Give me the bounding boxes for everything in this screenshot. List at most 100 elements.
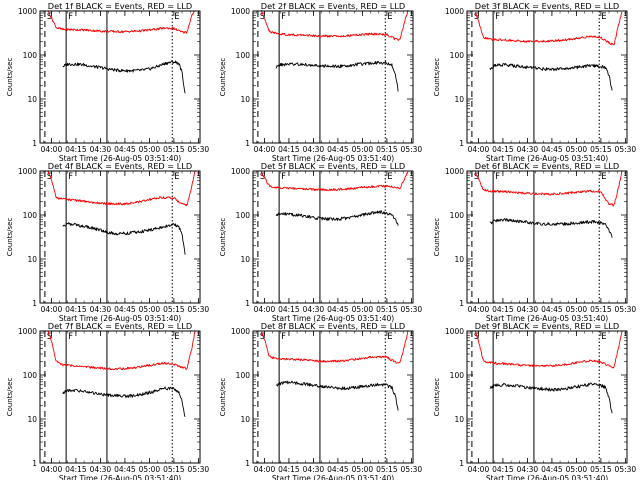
x-tick-label: 04:30 — [517, 145, 539, 154]
time-marker-label: E — [601, 12, 606, 22]
time-marker-label: F — [68, 172, 73, 182]
y-tick-label: 1 — [459, 299, 464, 308]
x-tick-label: 05:15 — [376, 305, 398, 314]
y-tick-label: 1000 — [445, 327, 464, 336]
y-tick-label: 1 — [32, 459, 37, 468]
chart-title: Det 9f BLACK = Events, RED = LLD — [475, 321, 619, 331]
x-tick-label: 05:30 — [615, 465, 637, 474]
x-tick-label: 04:15 — [492, 305, 514, 314]
chart-panel-9: Det 9f BLACK = Events, RED = LLD Counts/s… — [433, 321, 636, 480]
y-tick-label: 1000 — [18, 7, 37, 16]
y-tick-label: 100 — [450, 371, 465, 380]
y-tick-label: 10 — [240, 255, 250, 264]
x-tick-label: 05:15 — [376, 465, 398, 474]
y-axis-label: Counts/sec — [6, 378, 14, 417]
y-tick-label: 1000 — [231, 7, 250, 16]
x-tick-label: 04:45 — [327, 465, 349, 474]
time-marker-label: E — [387, 332, 392, 342]
x-tick-label: 04:15 — [65, 305, 87, 314]
y-axis-label: Counts/sec — [219, 58, 227, 97]
x-tick-label: 04:15 — [492, 465, 514, 474]
chart-panel-3: Det 3f BLACK = Events, RED = LLD Counts/s… — [433, 1, 636, 163]
time-marker-label: S — [47, 172, 52, 182]
time-marker-label: S — [260, 12, 265, 22]
y-tick-label: 100 — [236, 51, 251, 60]
plot-frame — [466, 330, 628, 464]
x-tick-label: 04:00 — [254, 465, 276, 474]
time-marker-label: F — [281, 332, 286, 342]
y-tick-label: 10 — [454, 255, 464, 264]
plot-frame — [39, 330, 201, 464]
y-tick-label: 1 — [459, 459, 464, 468]
chart-title: Det 8f BLACK = Events, RED = LLD — [261, 321, 405, 331]
events-series-line — [489, 63, 613, 91]
x-tick-label: 05:30 — [188, 465, 210, 474]
x-tick-label: 04:15 — [65, 465, 87, 474]
x-tick-label: 05:30 — [188, 145, 210, 154]
x-axis-label: Start Time (26-Aug-05 03:51:40) — [486, 154, 608, 163]
x-tick-label: 05:15 — [590, 465, 612, 474]
x-axis-label: Start Time (26-Aug-05 03:51:40) — [59, 154, 181, 163]
events-series-line — [62, 60, 186, 94]
x-axis-label: Start Time (26-Aug-05 03:51:40) — [59, 314, 181, 323]
y-tick-label: 1000 — [445, 7, 464, 16]
x-tick-label: 05:15 — [163, 465, 185, 474]
x-tick-label: 04:45 — [327, 305, 349, 314]
time-marker-label: E — [174, 12, 179, 22]
y-tick-label: 10 — [454, 415, 464, 424]
x-axis-label: Start Time (26-Aug-05 03:51:40) — [59, 474, 181, 480]
events-series-line — [489, 382, 613, 414]
lld-series-line — [47, 170, 196, 207]
chart-title: Det 7f BLACK = Events, RED = LLD — [48, 321, 192, 331]
x-tick-label: 05:00 — [566, 145, 588, 154]
events-series-line — [489, 218, 613, 238]
plot-frame — [252, 330, 414, 464]
lld-series-line — [474, 170, 623, 207]
y-tick-label: 1000 — [231, 327, 250, 336]
x-tick-label: 05:00 — [566, 305, 588, 314]
y-tick-label: 1 — [245, 459, 250, 468]
y-tick-label: 1000 — [231, 167, 250, 176]
y-tick-label: 10 — [27, 95, 37, 104]
x-tick-label: 05:30 — [401, 465, 423, 474]
x-tick-label: 04:15 — [278, 305, 300, 314]
x-tick-label: 04:00 — [41, 145, 63, 154]
x-tick-label: 04:30 — [90, 145, 112, 154]
chart-title: Det 2f BLACK = Events, RED = LLD — [261, 1, 405, 11]
x-axis-label: Start Time (26-Aug-05 03:51:40) — [486, 474, 608, 480]
y-tick-label: 10 — [454, 95, 464, 104]
lld-series-line — [260, 9, 409, 41]
y-axis-label: Counts/sec — [219, 378, 227, 417]
x-tick-label: 05:00 — [139, 465, 161, 474]
y-tick-label: 1000 — [18, 167, 37, 176]
y-tick-label: 10 — [240, 415, 250, 424]
lld-series-line — [260, 170, 409, 192]
y-tick-label: 100 — [236, 211, 251, 220]
x-tick-label: 04:45 — [327, 145, 349, 154]
y-tick-label: 1000 — [18, 327, 37, 336]
chart-title: Det 3f BLACK = Events, RED = LLD — [475, 1, 619, 11]
events-series-line — [275, 210, 399, 226]
y-tick-label: 100 — [23, 371, 38, 380]
time-marker-label: S — [47, 332, 52, 342]
events-series-line — [275, 60, 399, 92]
lld-series-line — [260, 330, 409, 364]
plot-frame — [252, 10, 414, 144]
x-tick-label: 05:00 — [352, 465, 374, 474]
x-tick-label: 04:45 — [541, 145, 563, 154]
x-tick-label: 04:00 — [41, 465, 63, 474]
chart-panel-2: Det 2f BLACK = Events, RED = LLD Counts/s… — [219, 1, 422, 163]
x-tick-label: 04:45 — [114, 145, 136, 154]
time-marker-label: S — [260, 172, 265, 182]
y-tick-label: 1 — [459, 139, 464, 148]
x-tick-label: 05:15 — [163, 145, 185, 154]
lld-series-line — [47, 330, 196, 371]
x-tick-label: 04:00 — [468, 145, 490, 154]
y-tick-label: 1 — [245, 299, 250, 308]
time-marker-label: F — [281, 172, 286, 182]
x-tick-label: 05:30 — [615, 145, 637, 154]
x-tick-label: 04:45 — [114, 305, 136, 314]
chart-panel-1: Det 1f BLACK = Events, RED = LLD Counts/s… — [6, 1, 209, 163]
x-tick-label: 05:00 — [352, 145, 374, 154]
